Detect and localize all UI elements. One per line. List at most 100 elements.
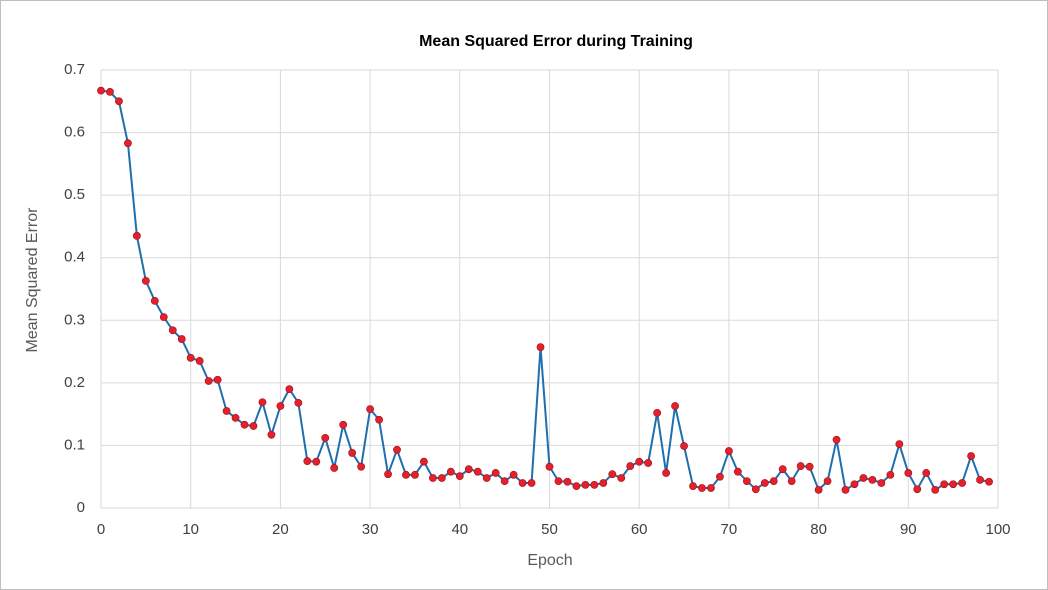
data-point: [231, 413, 240, 422]
y-tick-label: 0.4: [64, 249, 85, 266]
x-tick-label: 60: [631, 521, 648, 538]
data-point: [115, 97, 123, 106]
data-point: [949, 480, 958, 489]
data-point: [599, 479, 608, 487]
data-point: [97, 86, 105, 95]
x-tick-label: 40: [451, 521, 468, 538]
data-point: [823, 477, 832, 485]
data-point: [375, 415, 383, 424]
data-point: [204, 377, 213, 385]
data-point: [321, 434, 330, 442]
data-point: [500, 477, 509, 485]
data-point: [913, 485, 922, 494]
data-point: [132, 231, 141, 240]
data-point: [482, 474, 491, 482]
data-point: [680, 442, 688, 450]
data-point: [733, 467, 742, 476]
data-point: [725, 447, 733, 455]
data-point: [886, 470, 895, 479]
data-point: [141, 276, 150, 285]
y-tick-label: 0.1: [64, 436, 85, 453]
data-point: [877, 479, 886, 487]
data-point: [177, 335, 186, 343]
data-point: [940, 480, 949, 489]
data-point: [608, 470, 617, 479]
data-point: [662, 469, 671, 477]
data-point: [751, 485, 760, 494]
data-point: [689, 482, 697, 490]
data-point: [393, 445, 401, 454]
data-point: [491, 469, 500, 477]
x-tick-label: 80: [810, 521, 827, 538]
data-point: [769, 477, 778, 485]
data-point: [446, 467, 455, 476]
data-point: [312, 457, 321, 466]
x-tick-label: 70: [721, 521, 738, 538]
data-point: [796, 462, 805, 470]
data-point: [985, 477, 993, 486]
data-point: [455, 472, 464, 480]
data-point: [186, 353, 195, 362]
data-point: [850, 480, 859, 489]
x-tick-label: 100: [985, 521, 1010, 538]
data-point: [303, 457, 312, 465]
data-point: [760, 479, 769, 487]
x-tick-label: 20: [272, 521, 289, 538]
data-point: [357, 462, 366, 471]
data-point: [626, 462, 635, 470]
data-point: [958, 479, 967, 487]
data-point: [106, 88, 114, 96]
data-point: [563, 477, 572, 486]
data-point: [778, 465, 787, 474]
data-point: [285, 385, 294, 394]
y-axis-label: Mean Squared Error: [24, 207, 41, 353]
data-point: [617, 474, 626, 482]
data-point: [348, 449, 357, 457]
data-point: [590, 480, 599, 489]
data-point: [249, 422, 258, 430]
data-point: [437, 474, 446, 482]
y-tick-label: 0.3: [64, 311, 85, 328]
data-point: [276, 402, 285, 410]
data-point: [545, 462, 554, 471]
data-point: [384, 470, 392, 479]
data-point: [698, 484, 706, 492]
data-point: [195, 357, 204, 365]
data-point: [402, 470, 410, 479]
data-point: [572, 482, 581, 490]
data-point: [635, 457, 644, 466]
data-point: [267, 430, 276, 439]
data-line: [100, 89, 990, 492]
data-point: [258, 398, 267, 407]
data-point: [428, 474, 437, 482]
y-tick-label: 0.5: [64, 186, 85, 203]
data-point: [868, 475, 877, 484]
y-tick-label: 0: [77, 499, 85, 516]
data-point: [814, 485, 823, 494]
data-point: [464, 465, 473, 474]
data-point: [536, 343, 545, 352]
data-point: [527, 479, 536, 487]
data-point: [895, 440, 904, 449]
data-point: [411, 470, 419, 479]
data-point: [213, 375, 222, 384]
data-point: [976, 475, 984, 484]
x-tick-label: 0: [97, 521, 105, 538]
data-point: [671, 402, 679, 410]
data-point: [473, 467, 482, 476]
data-point: [644, 459, 653, 467]
data-point: [294, 398, 303, 407]
data-point: [904, 469, 913, 477]
data-point: [150, 296, 159, 305]
data-point: [967, 452, 975, 460]
data-point: [509, 470, 518, 479]
data-point: [787, 477, 796, 485]
data-point: [366, 405, 374, 414]
data-point: [653, 408, 662, 417]
y-tick-label: 0.7: [64, 61, 85, 78]
data-point: [168, 326, 177, 335]
data-point: [841, 485, 850, 494]
y-tick-label: 0.2: [64, 374, 85, 391]
